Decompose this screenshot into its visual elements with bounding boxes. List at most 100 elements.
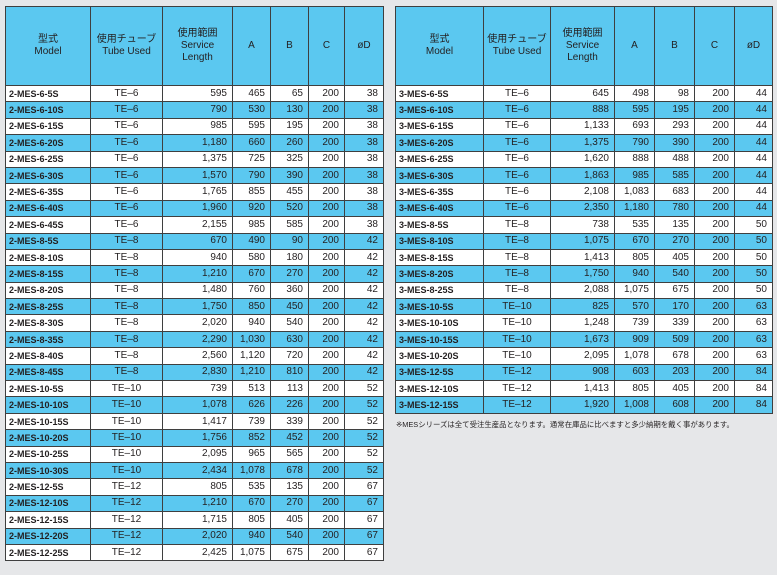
cell-model: 3-MES-6-35S: [395, 183, 484, 201]
cell-b: 683: [654, 183, 695, 201]
cell-d: 42: [344, 330, 384, 349]
table-header: 型式 Model 使用チューブ Tube Used 使用範囲 Service Lengt…: [395, 6, 773, 86]
cell-c: 200: [694, 216, 735, 234]
cell-service-length: 2,350: [550, 199, 615, 218]
cell-b: 509: [654, 330, 695, 349]
table-row: 3-MES-10-10S TE–10 1,248 739 339 200 63: [395, 314, 773, 332]
table-row: 2-MES-8-45S TE–8 2,830 1,210 810 200 42: [5, 363, 384, 382]
table-body: 3-MES-6-5S TE–6 645 498 98 200 44 3-MES-6-10S TE…: [395, 84, 773, 414]
cell-d: 44: [734, 117, 773, 136]
cell-model: 3-MES-10-5S: [395, 298, 484, 316]
cell-d: 42: [344, 248, 384, 267]
cell-model: 2-MES-12-25S: [5, 543, 91, 562]
table-row: 2-MES-8-15S TE–8 1,210 670 270 200 42: [5, 265, 384, 283]
cell-d: 38: [344, 84, 384, 103]
cell-c: 200: [694, 199, 735, 218]
cell-b: 405: [654, 380, 695, 398]
cell-model: 3-MES-8-15S: [395, 248, 484, 267]
cell-model: 3-MES-12-10S: [395, 380, 484, 398]
cell-tube: TE–12: [483, 380, 551, 398]
cell-a: 985: [614, 166, 655, 185]
cell-model: 3-MES-10-10S: [395, 314, 484, 332]
cell-c: 200: [308, 117, 345, 136]
cell-b: 405: [270, 511, 309, 529]
table-row: 2-MES-6-35S TE–6 1,765 855 455 200 38: [5, 183, 384, 201]
cell-model: 2-MES-6-5S: [5, 84, 91, 103]
cell-service-length: 2,108: [550, 183, 615, 201]
cell-model: 3-MES-6-25S: [395, 150, 484, 168]
cell-service-length: 1,413: [550, 248, 615, 267]
cell-model: 2-MES-12-5S: [5, 478, 91, 496]
cell-c: 200: [308, 101, 345, 119]
cell-tube: TE–10: [90, 461, 163, 480]
cell-a: 790: [232, 166, 271, 185]
cell-service-length: 2,830: [162, 363, 233, 382]
cell-b: 810: [270, 363, 309, 382]
cell-service-length: 2,020: [162, 314, 233, 332]
cell-tube: TE–12: [90, 494, 163, 513]
table-row: 2-MES-12-20S TE–12 2,020 940 540 200 67: [5, 527, 384, 545]
cell-b: 360: [270, 281, 309, 300]
table-row: 2-MES-10-10S TE–10 1,078 626 226 200 52: [5, 396, 384, 414]
cell-model: 2-MES-6-45S: [5, 216, 91, 234]
cell-d: 63: [734, 330, 773, 349]
cell-service-length: 888: [550, 101, 615, 119]
cell-a: 1,083: [614, 183, 655, 201]
spec-table-left: 型式 Model 使用チューブ Tube Used 使用範囲 Service Lengt…: [5, 6, 384, 562]
cell-b: 203: [654, 363, 695, 382]
cell-service-length: 2,155: [162, 216, 233, 234]
cell-model: 2-MES-6-10S: [5, 101, 91, 119]
table-row: 3-MES-6-15S TE–6 1,133 693 293 200 44: [395, 117, 773, 136]
cell-b: 405: [654, 248, 695, 267]
cell-c: 200: [694, 330, 735, 349]
header-d: øD: [734, 6, 773, 86]
cell-d: 38: [344, 183, 384, 201]
table-row: 2-MES-6-30S TE–6 1,570 790 390 200 38: [5, 166, 384, 185]
cell-d: 67: [344, 527, 384, 545]
cell-a: 670: [232, 494, 271, 513]
cell-b: 65: [270, 84, 309, 103]
cell-c: 200: [308, 478, 345, 496]
cell-d: 38: [344, 101, 384, 119]
table-header: 型式 Model 使用チューブ Tube Used 使用範囲 Service Lengt…: [5, 6, 384, 86]
header-model: 型式 Model: [395, 6, 484, 86]
table-row: 3-MES-6-5S TE–6 645 498 98 200 44: [395, 84, 773, 103]
cell-model: 2-MES-8-20S: [5, 281, 91, 300]
header-service-length: 使用範囲 Service Length: [550, 6, 615, 86]
cell-tube: TE–8: [483, 248, 551, 267]
cell-model: 3-MES-6-5S: [395, 84, 484, 103]
cell-b: 540: [654, 265, 695, 283]
cell-service-length: 2,020: [162, 527, 233, 545]
cell-model: 3-MES-6-30S: [395, 166, 484, 185]
table-row: 3-MES-6-30S TE–6 1,863 985 585 200 44: [395, 166, 773, 185]
cell-tube: TE–8: [483, 265, 551, 283]
cell-a: 1,210: [232, 363, 271, 382]
table-row: 2-MES-8-25S TE–8 1,750 850 450 200 42: [5, 298, 384, 316]
cell-b: 565: [270, 445, 309, 463]
cell-c: 200: [308, 232, 345, 250]
cell-c: 200: [694, 265, 735, 283]
cell-tube: TE–12: [90, 511, 163, 529]
cell-d: 42: [344, 298, 384, 316]
cell-a: 805: [614, 380, 655, 398]
cell-b: 630: [270, 330, 309, 349]
cell-c: 200: [308, 248, 345, 267]
cell-b: 130: [270, 101, 309, 119]
cell-d: 44: [734, 199, 773, 218]
cell-tube: TE–8: [90, 232, 163, 250]
cell-service-length: 790: [162, 101, 233, 119]
cell-service-length: 1,413: [550, 380, 615, 398]
cell-model: 2-MES-8-45S: [5, 363, 91, 382]
cell-service-length: 1,750: [550, 265, 615, 283]
cell-c: 200: [308, 363, 345, 382]
cell-c: 200: [308, 380, 345, 398]
table-row: 3-MES-12-5S TE–12 908 603 203 200 84: [395, 363, 773, 382]
cell-tube: TE–10: [483, 347, 551, 365]
cell-service-length: 805: [162, 478, 233, 496]
cell-b: 270: [270, 265, 309, 283]
cell-model: 2-MES-8-5S: [5, 232, 91, 250]
cell-a: 530: [232, 101, 271, 119]
cell-a: 626: [232, 396, 271, 414]
cell-d: 84: [734, 363, 773, 382]
cell-model: 3-MES-6-10S: [395, 101, 484, 119]
